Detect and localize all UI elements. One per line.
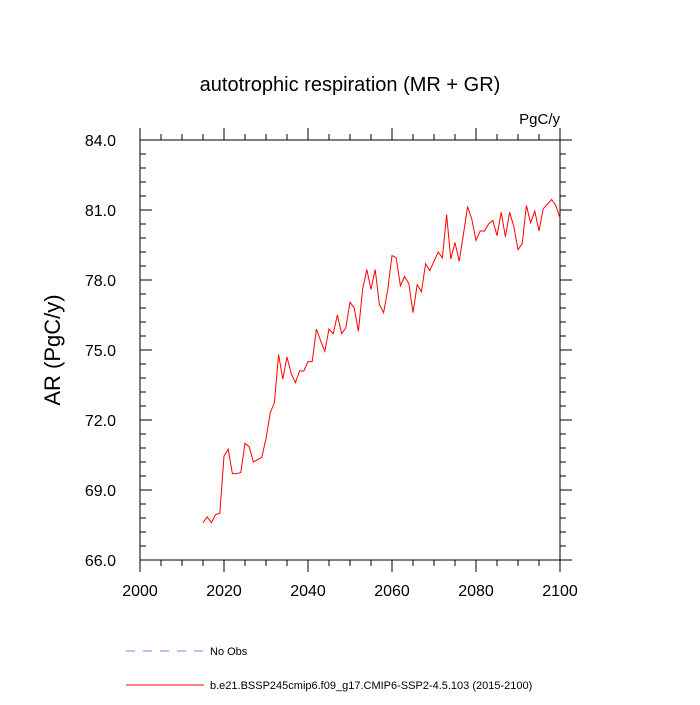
y-tick-label: 66.0 [85, 553, 116, 570]
x-tick-label: 2060 [374, 583, 410, 600]
x-tick-label: 2040 [290, 583, 326, 600]
legend-label: No Obs [210, 646, 248, 658]
series-group [202, 198, 561, 524]
x-tick-label: 2020 [206, 583, 242, 600]
y-tick-label: 69.0 [85, 483, 116, 500]
legend: No Obs b.e21.BSSP245cmip6.f09_g17.CMIP6-S… [126, 646, 532, 692]
y-tick-label: 78.0 [85, 273, 116, 290]
plot-frame [139, 139, 561, 561]
y-tick-label: 81.0 [85, 203, 116, 220]
series-line [202, 198, 561, 524]
legend-label: b.e21.BSSP245cmip6.f09_g17.CMIP6-SSP2-4.… [210, 680, 532, 692]
x-axis-tick-labels: 2000 2020 2040 2060 2080 2100 [122, 583, 578, 600]
y-axis-tick-labels: 66.0 69.0 72.0 75.0 78.0 81.0 84.0 [85, 133, 116, 570]
x-axis-ticks [139, 128, 561, 572]
y-axis-ticks [140, 139, 572, 561]
y-tick-label: 84.0 [85, 133, 116, 150]
x-tick-label: 2100 [542, 583, 578, 600]
chart-title: autotrophic respiration (MR + GR) [200, 74, 501, 96]
y-tick-label: 75.0 [85, 343, 116, 360]
x-tick-label: 2080 [458, 583, 494, 600]
x-tick-label: 2000 [122, 583, 158, 600]
y-tick-label: 72.0 [85, 413, 116, 430]
units-label: PgC/y [519, 111, 560, 128]
y-axis-label: AR (PgC/y) [40, 294, 65, 405]
